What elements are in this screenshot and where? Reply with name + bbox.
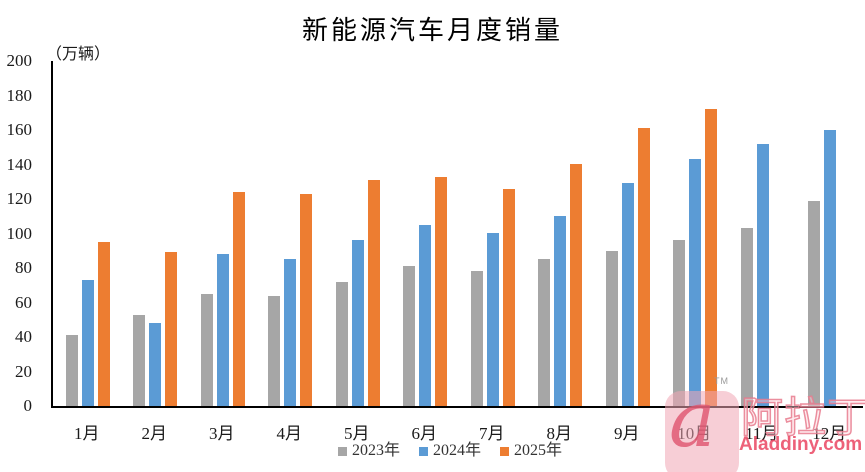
legend-swatch-icon — [418, 446, 428, 456]
bar-2023年-12月 — [808, 201, 821, 406]
bar-2024年-11月 — [756, 144, 769, 406]
y-tick-label: 0 — [23, 396, 33, 415]
y-tick-label: 160 — [6, 120, 33, 139]
bar-2025年-6月 — [435, 177, 448, 406]
y-tick-label: 200 — [6, 51, 33, 70]
bar-2023年-2月 — [133, 315, 146, 406]
y-tick-label: 180 — [6, 85, 33, 105]
bar-2025年-3月 — [232, 192, 245, 406]
y-tick-label: 60 — [15, 292, 32, 312]
bar-2025年-2月 — [165, 252, 178, 406]
chart-legend: 2023年 2024年 2025年 — [0, 443, 865, 459]
x-tick-label-3月: 3月 — [209, 424, 235, 443]
bar-2025年-10月 — [705, 109, 718, 406]
y-tick-label: 40 — [15, 327, 32, 346]
plot-area — [51, 61, 863, 408]
bar-2023年-4月 — [268, 296, 281, 406]
legend-item-2024年: 2024年 — [418, 442, 481, 459]
y-axis-unit-label: （万辆） — [46, 46, 111, 63]
bar-2025年-5月 — [367, 180, 380, 406]
y-tick-label: 140 — [6, 154, 33, 174]
legend-label: 2023年 — [351, 442, 400, 459]
bar-2025年-4月 — [300, 194, 313, 406]
bar-2024年-6月 — [419, 225, 432, 406]
x-tick-label-12月: 12月 — [812, 424, 847, 443]
bar-2024年-1月 — [81, 280, 94, 406]
bar-2024年-8月 — [554, 216, 567, 406]
bar-2025年-1月 — [97, 242, 110, 406]
x-tick-label-7月: 7月 — [479, 424, 505, 443]
bar-2024年-3月 — [216, 254, 229, 406]
legend-swatch-icon — [500, 446, 509, 456]
bar-2023年-11月 — [740, 228, 753, 406]
bar-2025年-8月 — [570, 164, 583, 406]
bar-2023年-8月 — [538, 259, 551, 406]
y-tick-label: 80 — [15, 258, 32, 277]
bar-2025年-9月 — [637, 128, 650, 406]
bar-2024年-10月 — [689, 159, 702, 406]
x-tick-label-10月: 10月 — [677, 424, 712, 443]
legend-label: 2024年 — [432, 442, 481, 459]
bar-2024年-4月 — [284, 259, 297, 406]
x-tick-label-2月: 2月 — [141, 424, 168, 443]
y-tick-label: 120 — [6, 189, 33, 208]
x-tick-label-6月: 6月 — [411, 424, 438, 443]
x-tick-label-5月: 5月 — [344, 424, 370, 443]
x-tick-label-9月: 9月 — [614, 424, 640, 443]
legend-item-2025年: 2025年 — [500, 443, 562, 459]
bar-2023年-7月 — [470, 271, 483, 406]
y-tick-label: 100 — [6, 223, 33, 243]
legend-swatch-icon — [337, 446, 347, 456]
bar-2023年-3月 — [200, 294, 213, 406]
bar-2024年-5月 — [351, 240, 364, 406]
chart-title: 新能源汽车月度销量 — [301, 16, 563, 45]
bar-2024年-12月 — [824, 130, 837, 406]
legend-label: 2025年 — [514, 442, 563, 459]
legend-item-2023年: 2023年 — [337, 442, 400, 459]
x-tick-label-4月: 4月 — [276, 424, 303, 443]
bar-2025年-7月 — [502, 189, 515, 406]
bar-2024年-7月 — [486, 233, 499, 406]
bar-2023年-1月 — [65, 335, 78, 406]
x-tick-label-8月: 8月 — [546, 424, 573, 443]
bar-2024年-9月 — [621, 183, 634, 406]
bar-2024年-2月 — [149, 323, 162, 406]
y-tick-label: 20 — [15, 361, 32, 381]
x-tick-label-11月: 11月 — [745, 424, 779, 443]
bar-2023年-10月 — [673, 240, 686, 406]
bar-2023年-6月 — [403, 266, 416, 406]
x-tick-label-1月: 1月 — [74, 424, 100, 443]
bar-2023年-9月 — [605, 251, 618, 406]
bar-2023年-5月 — [335, 282, 348, 406]
